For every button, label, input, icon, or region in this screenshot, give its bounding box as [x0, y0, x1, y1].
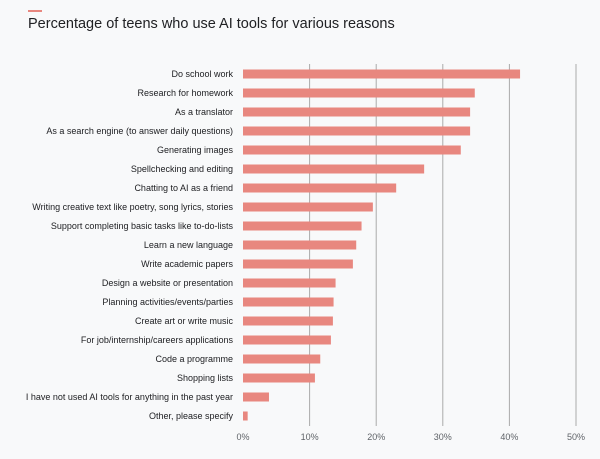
- category-label: Chatting to AI as a friend: [134, 183, 233, 193]
- bar: [243, 392, 269, 402]
- category-label: Shopping lists: [177, 373, 234, 383]
- bar: [243, 316, 333, 326]
- bar: [243, 240, 357, 250]
- bar: [243, 69, 521, 79]
- x-tick-label: 50%: [567, 432, 585, 442]
- category-label: As a translator: [175, 107, 233, 117]
- bar: [243, 183, 397, 193]
- chart-title: Percentage of teens who use AI tools for…: [28, 16, 395, 32]
- category-label: Design a website or presentation: [102, 278, 233, 288]
- category-label: Support completing basic tasks like to-d…: [51, 221, 234, 231]
- title-accent-line: [28, 10, 42, 12]
- category-label: Spellchecking and editing: [131, 164, 233, 174]
- category-label: Writing creative text like poetry, song …: [32, 202, 233, 212]
- bar: [243, 335, 331, 345]
- x-tick-label: 30%: [434, 432, 452, 442]
- bar: [243, 202, 373, 212]
- bar: [243, 164, 425, 174]
- bar: [243, 145, 461, 155]
- category-label: For job/internship/careers applications: [81, 335, 234, 345]
- category-label: I have not used AI tools for anything in…: [26, 392, 233, 402]
- category-label: As a search engine (to answer daily ques…: [46, 126, 233, 136]
- bar: [243, 259, 353, 269]
- bar: [243, 297, 334, 307]
- bar: [243, 411, 248, 421]
- bar: [243, 88, 475, 98]
- category-label: Create art or write music: [135, 316, 234, 326]
- bar: [243, 373, 315, 383]
- x-tick-label: 0%: [236, 432, 249, 442]
- x-tick-label: 10%: [301, 432, 319, 442]
- bar: [243, 354, 321, 364]
- x-tick-label: 20%: [367, 432, 385, 442]
- category-label: Generating images: [157, 145, 234, 155]
- bar: [243, 107, 471, 117]
- bar: [243, 221, 362, 231]
- x-tick-label: 40%: [500, 432, 518, 442]
- category-label: Learn a new language: [144, 240, 233, 250]
- bar: [243, 278, 336, 288]
- category-label: Write academic papers: [141, 259, 233, 269]
- category-label: Planning activities/events/parties: [102, 297, 233, 307]
- category-label: Research for homework: [137, 88, 233, 98]
- bar: [243, 126, 471, 136]
- category-label: Do school work: [171, 69, 233, 79]
- category-label: Code a programme: [155, 354, 233, 364]
- category-label: Other, please specify: [149, 411, 234, 421]
